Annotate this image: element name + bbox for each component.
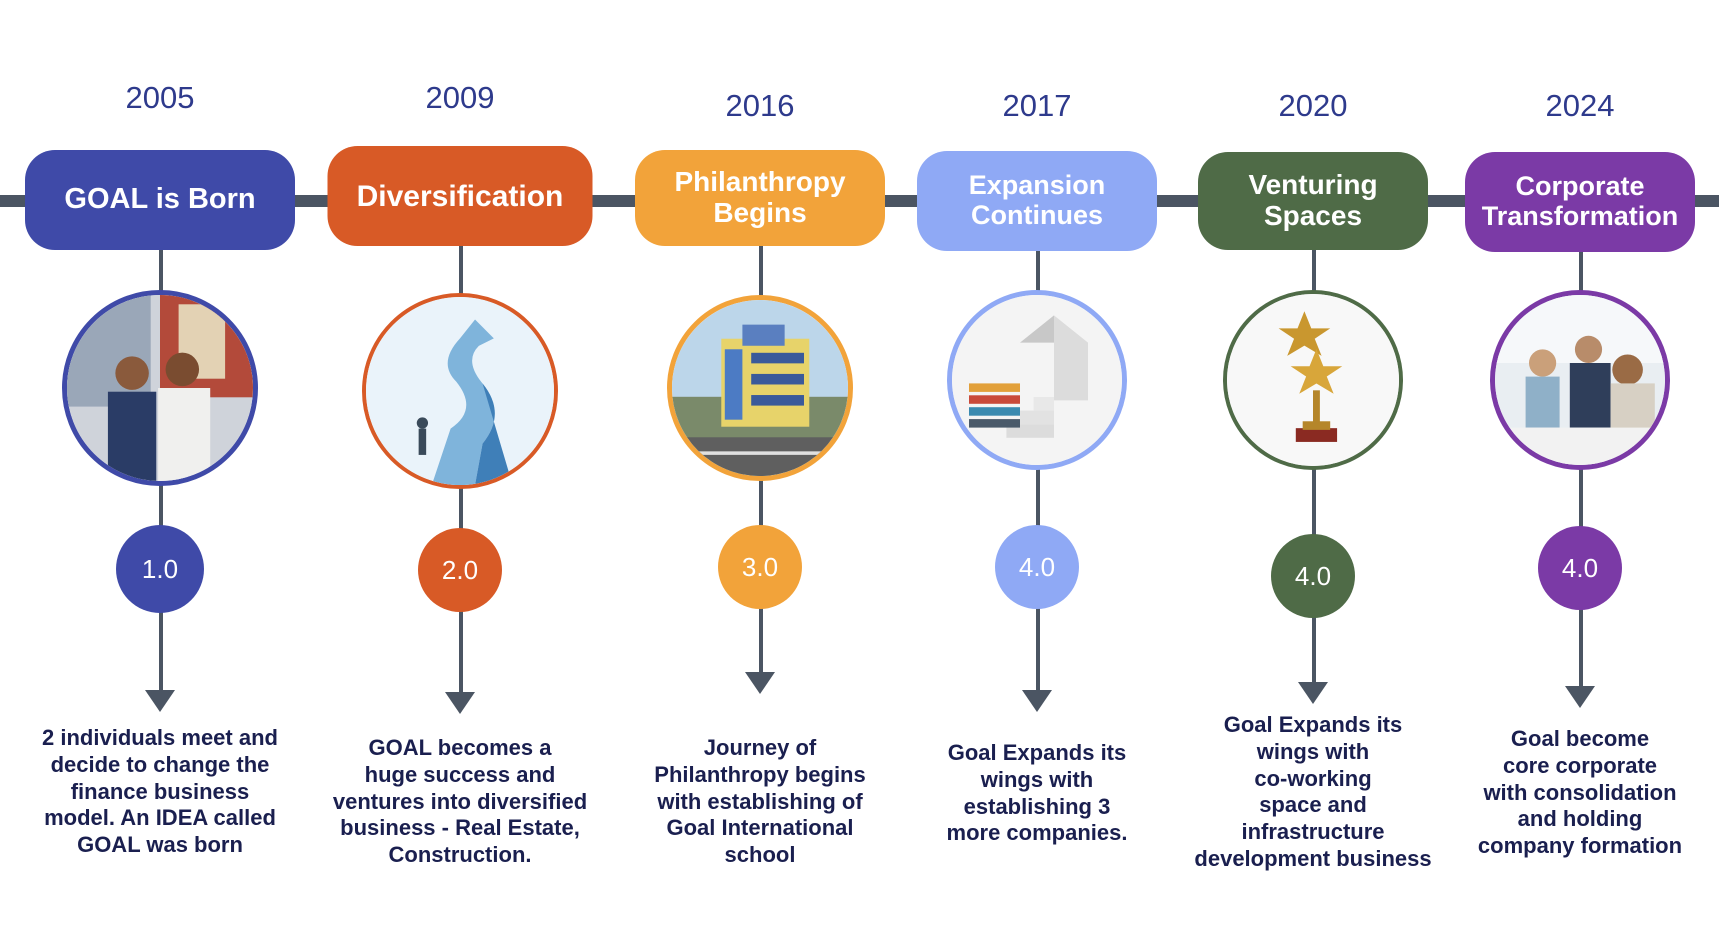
- milestone-2016: 2016 Philanthropy Begins 3.0 Journey of …: [620, 0, 900, 925]
- year-label: 2020: [1278, 88, 1348, 123]
- version-badge: 4.0: [1271, 534, 1355, 618]
- arrow-down-icon: [1565, 686, 1595, 708]
- team-meeting-photo: [1490, 290, 1670, 470]
- milestone-title-pill[interactable]: Venturing Spaces: [1198, 152, 1428, 250]
- milestone-title: Philanthropy Begins: [674, 166, 846, 228]
- milestone-title: Diversification: [356, 179, 564, 213]
- version-badge: 1.0: [116, 525, 204, 613]
- year-label: 2016: [725, 88, 795, 123]
- year-label: 2005: [125, 80, 195, 115]
- milestone-2024: 2024 Corporate Transformation 4.0 Goal b…: [1440, 0, 1719, 925]
- version-badge: 4.0: [995, 525, 1079, 609]
- year-label: 2017: [1002, 88, 1072, 123]
- arrow-down-icon: [145, 690, 175, 712]
- milestone-description: 2 individuals meet and decide to change …: [42, 725, 278, 858]
- milestone-description: Goal Expands its wings with establishing…: [946, 740, 1128, 846]
- milestone-2009: 2009 Diversification 2.0 GOAL becomes a …: [320, 0, 600, 925]
- school-building-photo: [667, 295, 853, 481]
- milestone-title: Expansion Continues: [968, 170, 1106, 230]
- milestone-description: GOAL becomes a huge success and ventures…: [332, 735, 588, 868]
- milestone-title: GOAL is Born: [64, 183, 256, 216]
- milestone-title-pill[interactable]: Diversification: [327, 146, 593, 246]
- milestone-description: Goal Expands its wings with co-working s…: [1194, 712, 1432, 872]
- version-number: 4.0: [1018, 551, 1056, 582]
- version-number: 4.0: [1561, 552, 1599, 583]
- milestone-2005: 2005 GOAL is Born 1.0 2 individuals meet…: [20, 0, 300, 925]
- star-trophy-image: [1223, 290, 1403, 470]
- milestone-title-pill[interactable]: Corporate Transformation: [1465, 152, 1695, 252]
- version-badge: 4.0: [1538, 526, 1622, 610]
- version-badge: 2.0: [418, 528, 502, 612]
- milestone-2017: 2017 Expansion Continues 4.0 Goal Expand…: [897, 0, 1177, 925]
- version-number: 2.0: [441, 554, 479, 585]
- year-label: 2009: [425, 80, 495, 115]
- arrow-down-icon: [1022, 690, 1052, 712]
- milestone-title: Corporate Transformation: [1481, 171, 1679, 231]
- growth-steps-image: [947, 290, 1127, 470]
- milestone-2020: 2020 Venturing Spaces 4.0 Goal Expands i…: [1173, 0, 1453, 925]
- version-number: 4.0: [1294, 560, 1332, 591]
- arrow-down-icon: [745, 672, 775, 694]
- version-number: 1.0: [141, 553, 179, 584]
- connector-stem: [1036, 240, 1040, 700]
- milestone-title-pill[interactable]: GOAL is Born: [25, 150, 295, 250]
- arrow-down-icon: [445, 692, 475, 714]
- founders-photo: [62, 290, 258, 486]
- arrow-down-icon: [1298, 682, 1328, 704]
- year-label: 2024: [1545, 88, 1615, 123]
- milestone-title-pill[interactable]: Philanthropy Begins: [635, 150, 885, 246]
- version-number: 3.0: [741, 551, 779, 582]
- version-badge: 3.0: [718, 525, 802, 609]
- growth-path-image: [362, 293, 558, 489]
- milestone-title: Venturing Spaces: [1248, 169, 1378, 231]
- milestone-description: Goal become core corporate with consolid…: [1477, 726, 1683, 859]
- milestone-description: Journey of Philanthropy begins with esta…: [654, 735, 866, 868]
- milestone-title-pill[interactable]: Expansion Continues: [917, 151, 1157, 251]
